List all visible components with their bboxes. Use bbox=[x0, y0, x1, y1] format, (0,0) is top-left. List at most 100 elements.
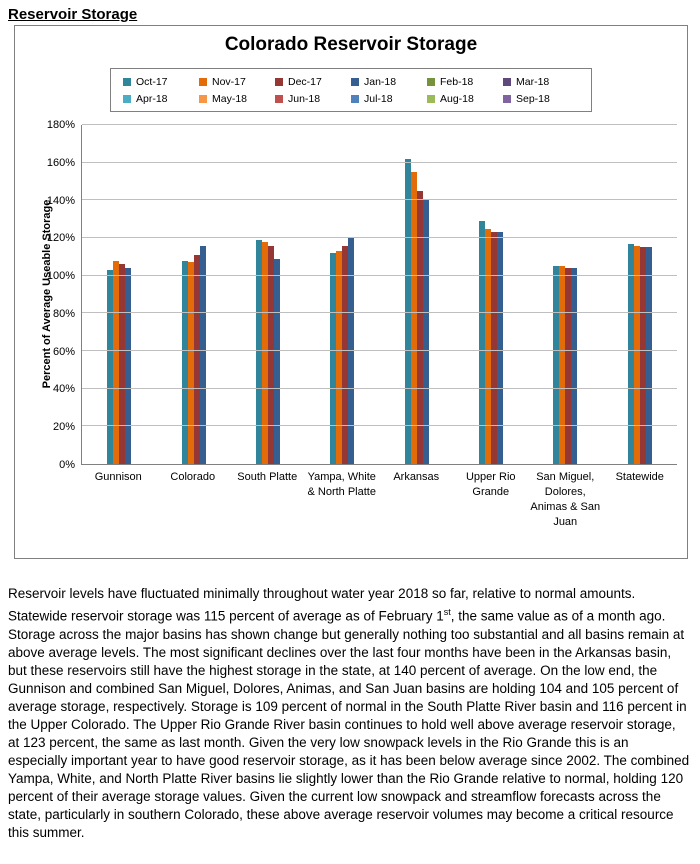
gridline bbox=[82, 236, 677, 238]
legend-swatch bbox=[123, 94, 131, 103]
bar-nov-17 bbox=[410, 172, 417, 464]
legend-item-feb-18: Feb-18 bbox=[427, 73, 503, 90]
category-cluster-7 bbox=[528, 125, 602, 464]
bar-nov-17 bbox=[485, 228, 492, 464]
legend-item-jul-18: Jul-18 bbox=[351, 90, 427, 107]
gridline bbox=[82, 124, 677, 125]
bar-jan-18 bbox=[497, 232, 504, 464]
legend-swatch bbox=[427, 94, 435, 103]
category-cluster-8 bbox=[603, 125, 677, 464]
bars-layer bbox=[82, 125, 677, 464]
bar-oct-17 bbox=[255, 239, 262, 464]
gridline bbox=[82, 387, 677, 389]
category-cluster-1 bbox=[82, 125, 156, 464]
gridline bbox=[82, 425, 677, 427]
legend-item-nov-17: Nov-17 bbox=[199, 73, 275, 90]
legend-row-2: Apr-18 May-18 Jun-18 Jul-18 Aug-18 Sep-18 bbox=[123, 90, 579, 107]
legend-item-aug-18: Aug-18 bbox=[427, 90, 503, 107]
legend-item-sep-18: Sep-18 bbox=[503, 90, 579, 107]
bar-jan-18 bbox=[199, 245, 206, 464]
y-tick-label: 140% bbox=[46, 194, 75, 207]
legend-swatch bbox=[123, 77, 131, 86]
legend-label: Apr-18 bbox=[136, 92, 168, 105]
category-cluster-3 bbox=[231, 125, 305, 464]
legend-label: Jan-18 bbox=[364, 75, 397, 88]
legend-swatch bbox=[199, 94, 207, 103]
bar-oct-17 bbox=[181, 260, 188, 464]
bar-jan-18 bbox=[273, 258, 280, 464]
bar-dec-17 bbox=[491, 232, 498, 464]
bar-jan-18 bbox=[422, 200, 429, 464]
bar-dec-17 bbox=[119, 264, 126, 464]
chart-legend: Oct-17 Nov-17 Dec-17 Jan-18 Feb-18 Mar-18 Apr-… bbox=[110, 68, 592, 112]
bar-oct-17 bbox=[404, 158, 411, 464]
gridline bbox=[82, 312, 677, 314]
bar-oct-17 bbox=[107, 270, 114, 464]
legend-item-may-18: May-18 bbox=[199, 90, 275, 107]
gridline bbox=[82, 199, 677, 201]
category-label-4: Yampa, White & North Platte bbox=[307, 471, 376, 498]
y-tick-label: 160% bbox=[46, 156, 75, 169]
category-label-2: Colorado bbox=[170, 471, 216, 483]
bar-dec-17 bbox=[193, 254, 200, 464]
y-tick-label: 180% bbox=[46, 119, 75, 131]
category-label-3: South Platte bbox=[237, 471, 298, 483]
legend-label: Sep-18 bbox=[516, 92, 550, 105]
legend-item-jan-18: Jan-18 bbox=[351, 73, 427, 90]
gridline bbox=[82, 274, 677, 276]
legend-label: Mar-18 bbox=[516, 75, 550, 88]
bar-nov-17 bbox=[633, 245, 640, 464]
bar-jan-18 bbox=[645, 247, 652, 464]
legend-label: Oct-17 bbox=[136, 75, 168, 88]
bar-dec-17 bbox=[565, 268, 572, 464]
bar-jan-18 bbox=[348, 238, 355, 464]
gridline bbox=[82, 349, 677, 351]
page-title: Reservoir Storage bbox=[8, 6, 138, 23]
y-axis-ticks: 0% 20% 40% 60% 80% 100% 120% 140% 160% 180% bbox=[37, 119, 79, 471]
bar-nov-17 bbox=[559, 266, 566, 464]
category-cluster-6 bbox=[454, 125, 528, 464]
bar-dec-17 bbox=[416, 190, 423, 464]
legend-item-dec-17: Dec-17 bbox=[275, 73, 351, 90]
plot-area bbox=[81, 124, 677, 465]
y-tick-label: 0% bbox=[59, 459, 75, 471]
y-tick-label: 60% bbox=[52, 345, 75, 358]
category-label-8: Statewide bbox=[615, 471, 664, 483]
category-label-5: Arkansas bbox=[393, 471, 440, 483]
gridline bbox=[82, 161, 677, 163]
legend-item-jun-18: Jun-18 bbox=[275, 90, 351, 107]
legend-label: Feb-18 bbox=[440, 75, 474, 88]
bar-oct-17 bbox=[553, 266, 560, 464]
y-tick-label: 120% bbox=[46, 232, 75, 245]
legend-swatch bbox=[351, 77, 359, 86]
y-tick-label: 40% bbox=[52, 383, 75, 396]
bar-nov-17 bbox=[187, 262, 194, 464]
category-label-7: San Miguel, Dolores, Animas & San Juan bbox=[530, 471, 601, 528]
legend-label: Jul-18 bbox=[364, 92, 393, 105]
bar-jan-18 bbox=[125, 268, 132, 464]
legend-item-apr-18: Apr-18 bbox=[123, 90, 199, 107]
body-paragraph: Reservoir levels have fluctuated minimal… bbox=[8, 586, 690, 840]
category-cluster-5 bbox=[380, 125, 454, 464]
legend-label: Aug-18 bbox=[440, 92, 474, 105]
bar-oct-17 bbox=[479, 221, 486, 464]
legend-swatch bbox=[503, 94, 511, 103]
bar-nov-17 bbox=[336, 251, 343, 464]
bar-jan-18 bbox=[571, 268, 578, 464]
legend-item-oct-17: Oct-17 bbox=[123, 73, 199, 90]
legend-label: Dec-17 bbox=[288, 75, 322, 88]
category-cluster-2 bbox=[156, 125, 230, 464]
legend-label: Jun-18 bbox=[288, 92, 321, 105]
legend-item-mar-18: Mar-18 bbox=[503, 73, 579, 90]
legend-row-1: Oct-17 Nov-17 Dec-17 Jan-18 Feb-18 Mar-18 bbox=[123, 73, 579, 90]
legend-label: May-18 bbox=[212, 92, 248, 105]
legend-label: Nov-17 bbox=[212, 75, 246, 88]
legend-swatch bbox=[275, 94, 283, 103]
x-axis-labels: Gunnison Colorado South Platte Yampa, White… bbox=[81, 468, 677, 529]
legend-swatch bbox=[275, 77, 283, 86]
reservoir-storage-chart: Colorado Reservoir Storage Oct-17 Nov-17 D… bbox=[14, 25, 688, 559]
y-tick-label: 80% bbox=[52, 307, 75, 320]
y-tick-label: 20% bbox=[52, 421, 75, 434]
bar-nov-17 bbox=[113, 260, 120, 464]
bar-dec-17 bbox=[342, 245, 349, 464]
